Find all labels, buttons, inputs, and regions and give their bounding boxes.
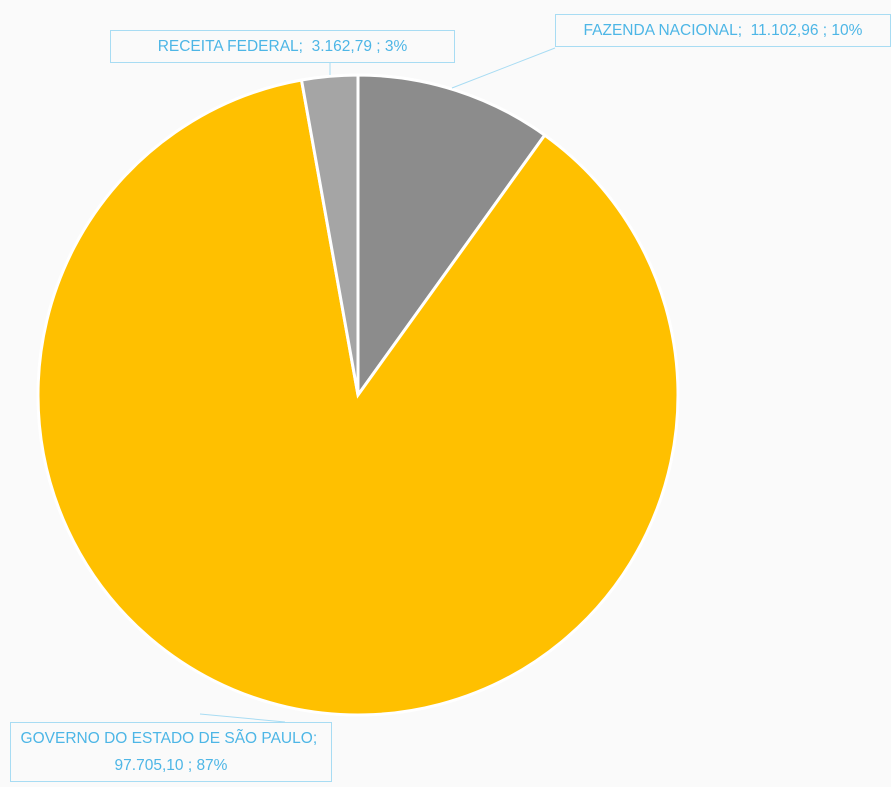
label-part: 11.102,96 bbox=[750, 22, 819, 39]
label-part: GOVERNO DO ESTADO DE SÃO PAULO bbox=[20, 730, 313, 747]
label-part: 10% bbox=[831, 22, 863, 39]
label-part: 97.705,10 bbox=[114, 757, 184, 774]
data-label: GOVERNO DO ESTADO DE SÃO PAULO; 97.705,1… bbox=[10, 722, 332, 782]
label-part: ; bbox=[822, 22, 828, 39]
leader-line bbox=[199, 713, 286, 723]
label-part: 87% bbox=[196, 757, 228, 774]
leader-line bbox=[451, 47, 556, 89]
label-part: ; bbox=[376, 38, 381, 55]
label-part: 3% bbox=[384, 38, 408, 55]
pie-slice bbox=[299, 73, 360, 396]
label-part: ; bbox=[312, 730, 318, 747]
label-part: ; bbox=[187, 757, 193, 774]
label-part: ; bbox=[737, 22, 743, 39]
label-part: 3.162,79 bbox=[311, 38, 372, 55]
pie-slice bbox=[36, 78, 680, 717]
label-part: RECEITA FEDERAL bbox=[157, 38, 299, 55]
pie-slice bbox=[356, 73, 547, 400]
data-label: RECEITA FEDERAL; 3.162,79 ; 3% bbox=[110, 30, 455, 63]
label-part: FAZENDA NACIONAL bbox=[583, 22, 738, 39]
data-label: FAZENDA NACIONAL; 11.102,96 ; 10% bbox=[555, 14, 891, 47]
label-part: ; bbox=[298, 38, 303, 55]
